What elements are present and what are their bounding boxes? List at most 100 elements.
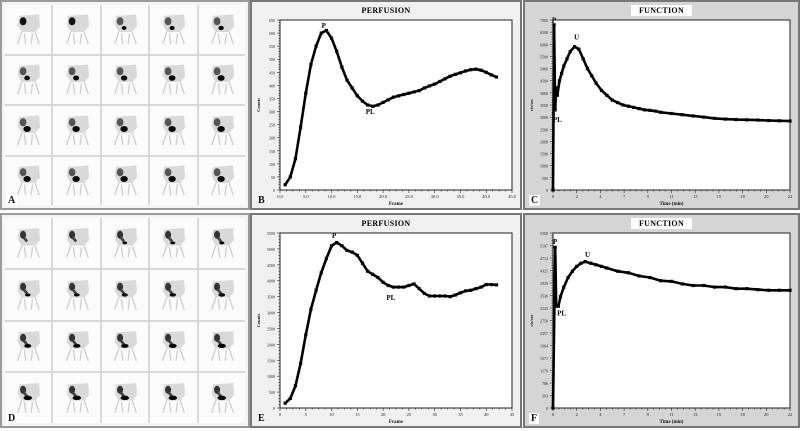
frames-grid-d <box>5 218 245 423</box>
y-axis-label: cts/sec <box>529 314 534 326</box>
y-tick-label: 500 <box>269 57 275 62</box>
scintigraphy-frame-image <box>210 331 234 362</box>
chart-title-f: FUNCTION <box>525 218 798 229</box>
x-axis-label: Frame <box>389 202 404 207</box>
frame-thumbnail <box>53 321 100 372</box>
frame-thumbnail <box>101 321 149 372</box>
y-tick-label: 1964 <box>540 344 548 349</box>
x-tick-label: 40.0 <box>482 194 491 199</box>
frame-thumbnail <box>150 373 197 423</box>
peak-annotation: U <box>585 251 590 259</box>
scintigraphy-frame-image <box>65 14 89 45</box>
y-tick-label: 50 <box>271 175 275 180</box>
scintigraphy-frame-image <box>210 279 234 310</box>
frame-thumbnail <box>5 5 52 54</box>
scintigraphy-frame-image <box>210 228 234 258</box>
y-tick-label: 6000 <box>540 42 548 47</box>
y-tick-label: 4500 <box>540 79 548 84</box>
scintigraphy-frame-image <box>17 228 41 258</box>
frame-thumbnail <box>198 156 245 205</box>
frame-thumbnail <box>101 269 149 320</box>
scintigraphy-frame-image <box>162 115 186 146</box>
y-tick-label: 393 <box>542 394 548 399</box>
panel-a-frames: A <box>0 0 250 210</box>
y-tick-label: 2500 <box>540 127 548 132</box>
frame-thumbnail <box>53 55 100 104</box>
frame-thumbnail <box>5 55 52 104</box>
y-tick-label: 3929 <box>540 281 548 286</box>
x-tick-label: 45.0 <box>508 194 517 199</box>
x-tick-label: 11 <box>669 194 673 199</box>
peak-annotation: PL <box>553 116 562 124</box>
y-tick-label: 5000 <box>267 247 275 252</box>
scintigraphy-frame-image <box>17 383 41 414</box>
x-tick-label: 20.0 <box>379 194 388 199</box>
x-tick-label: 13 <box>693 194 698 199</box>
frames-grid-a <box>5 5 245 205</box>
frame-thumbnail <box>198 321 245 372</box>
frame-thumbnail <box>53 218 100 268</box>
x-tick-label: 35.0 <box>457 194 466 199</box>
scintigraphy-frame-image <box>162 14 186 45</box>
y-tick-label: 400 <box>269 83 275 88</box>
scintigraphy-frame-image <box>114 383 137 414</box>
x-tick-label: 4 <box>599 194 602 199</box>
scintigraphy-frame-image <box>210 14 234 45</box>
y-tick-label: 2500 <box>267 326 275 331</box>
x-tick-label: 30 <box>432 412 437 417</box>
x-tick-label: 30.0 <box>431 194 440 199</box>
y-tick-label: 4714 <box>540 256 548 261</box>
scintigraphy-frame-image <box>114 165 137 196</box>
frame-thumbnail <box>101 373 149 423</box>
y-tick-label: 4500 <box>267 263 275 268</box>
y-tick-label: 1500 <box>540 152 548 157</box>
y-tick-label: 4000 <box>267 279 275 284</box>
frame-thumbnail <box>101 156 149 205</box>
x-tick-label: 9 <box>647 194 650 199</box>
x-tick-label: 40 <box>484 412 489 417</box>
x-tick-label: 15.0 <box>353 194 362 199</box>
y-axis-label: Counts <box>256 313 261 327</box>
scintigraphy-frame-image <box>114 331 137 362</box>
scintigraphy-frame-image <box>65 165 89 196</box>
x-tick-label: 9 <box>647 412 650 417</box>
x-axis-label: Frame <box>389 420 404 425</box>
y-tick-label: 3000 <box>267 311 275 316</box>
y-tick-label: 5500 <box>540 54 548 59</box>
plot-area <box>552 232 791 409</box>
peak-annotation: P <box>322 22 327 30</box>
peak-annotation: PL <box>557 310 566 318</box>
peak-annotation: PL <box>386 294 395 302</box>
frame-thumbnail <box>53 5 100 54</box>
x-tick-label: 35 <box>458 412 463 417</box>
x-tick-label: 18 <box>740 412 745 417</box>
x-tick-label: 22 <box>788 194 793 199</box>
plot-area <box>552 19 791 191</box>
scintigraphy-frame-image <box>65 228 89 258</box>
y-tick-label: 5500 <box>267 231 275 236</box>
x-tick-label: 18 <box>740 194 745 199</box>
frame-thumbnail <box>101 55 149 104</box>
y-tick-label: 650 <box>269 18 275 23</box>
scintigraphy-frame-image <box>17 279 41 310</box>
scintigraphy-frame-image <box>17 115 41 146</box>
scintigraphy-frame-image <box>17 331 41 362</box>
x-tick-label: 7 <box>623 412 626 417</box>
y-axis-label: cts/sec <box>529 99 534 111</box>
panel-b-perfusion-chart: PERFUSION 0 50 100 150 200 250 300 350 400 450 500… <box>250 0 522 210</box>
x-tick-label: 7 <box>623 194 626 199</box>
frame-thumbnail <box>101 218 149 268</box>
y-tick-label: 600 <box>269 31 275 36</box>
scintigraphy-frame-image <box>65 279 89 310</box>
peak-annotation: P <box>553 238 558 246</box>
y-tick-label: 500 <box>269 390 275 395</box>
x-tick-label: 10 <box>329 412 334 417</box>
chart-title-c: FUNCTION <box>525 5 798 16</box>
frame-thumbnail <box>150 156 197 205</box>
scintigraphy-frame-image <box>210 115 234 146</box>
scintigraphy-frame-image <box>114 228 137 258</box>
chart-title-e: PERFUSION <box>361 219 411 228</box>
x-tick-label: 13 <box>693 412 698 417</box>
scintigraphy-frame-image <box>65 331 89 362</box>
frame-thumbnail <box>198 5 245 54</box>
